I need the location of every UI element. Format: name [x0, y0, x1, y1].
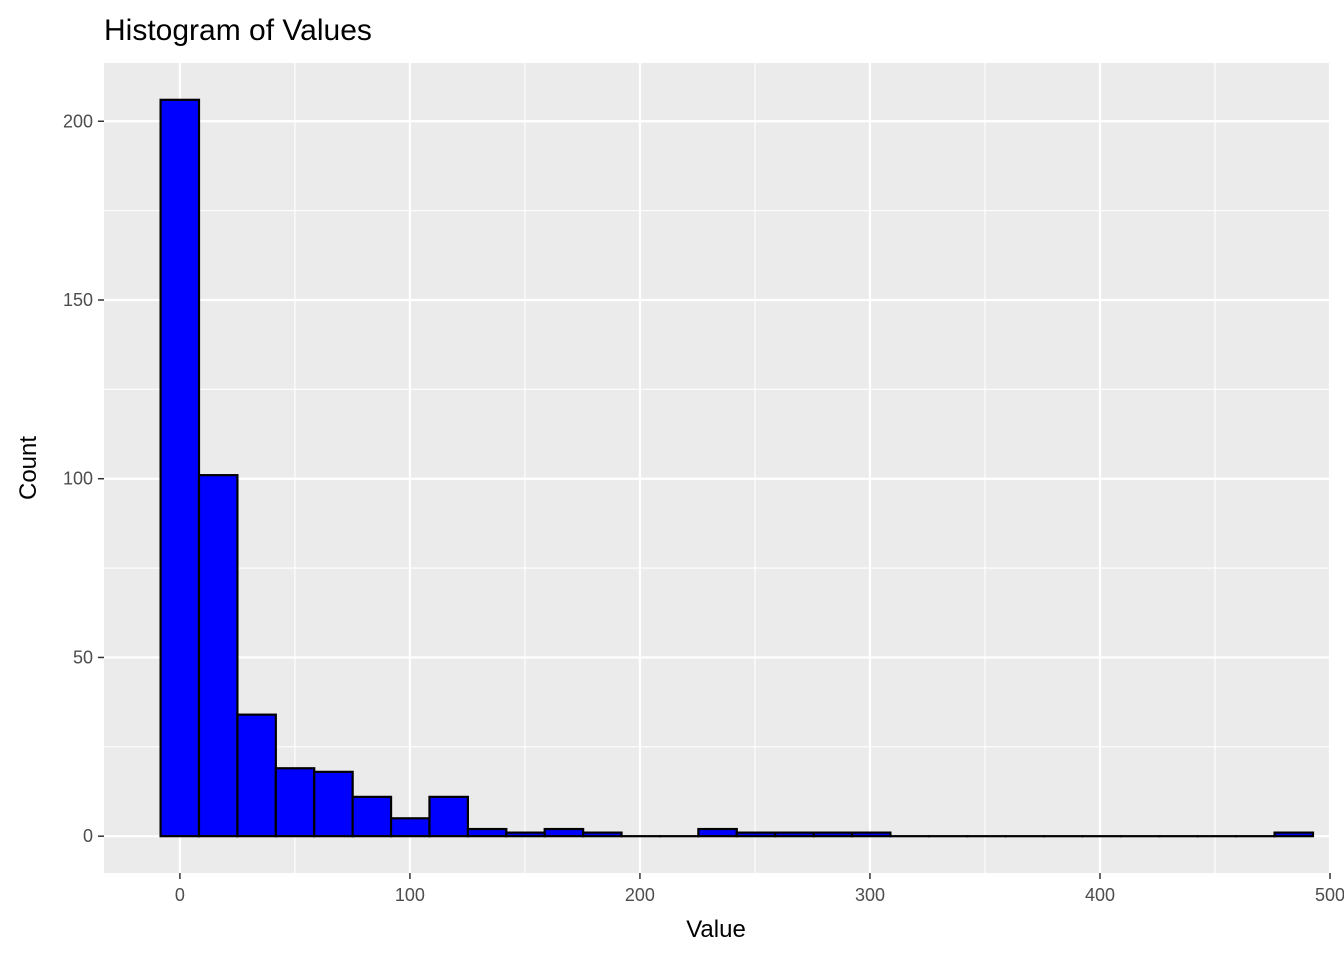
- histogram-bar: [852, 833, 890, 837]
- y-tick-label: 100: [63, 469, 93, 489]
- histogram-bar: [814, 833, 852, 837]
- histogram-bar: [276, 768, 314, 836]
- x-tick-label: 100: [395, 885, 425, 905]
- x-tick-label: 500: [1315, 885, 1344, 905]
- plot-panel: [104, 63, 1330, 873]
- histogram-bar: [429, 797, 467, 836]
- histogram-bar: [161, 100, 199, 836]
- y-axis-title: Count: [15, 436, 42, 500]
- y-tick-label: 150: [63, 290, 93, 310]
- histogram-bar: [737, 833, 775, 837]
- histogram-bar: [545, 829, 583, 836]
- y-tick-label: 200: [63, 111, 93, 131]
- histogram-bar: [199, 475, 237, 836]
- x-tick-label: 400: [1085, 885, 1115, 905]
- histogram-bar: [698, 829, 736, 836]
- histogram-bar: [468, 829, 506, 836]
- histogram-bar: [775, 833, 813, 837]
- y-tick-label: 50: [73, 647, 93, 667]
- y-tick-label: 0: [83, 826, 93, 846]
- histogram-bar: [1275, 833, 1313, 837]
- chart-title: Histogram of Values: [104, 14, 372, 47]
- x-tick-label: 200: [625, 885, 655, 905]
- x-axis-title: Value: [686, 916, 746, 943]
- x-tick-label: 300: [855, 885, 885, 905]
- y-axis: 0 50 100 150 200: [63, 111, 104, 846]
- histogram-bar: [583, 833, 621, 837]
- histogram-bar: [391, 818, 429, 836]
- histogram-bar: [314, 772, 352, 836]
- x-axis: 0 100 200 300 400 500: [175, 873, 1344, 905]
- histogram-bar: [353, 797, 391, 836]
- histogram-bar: [237, 715, 275, 837]
- x-tick-label: 0: [175, 885, 185, 905]
- histogram-bar: [506, 833, 544, 837]
